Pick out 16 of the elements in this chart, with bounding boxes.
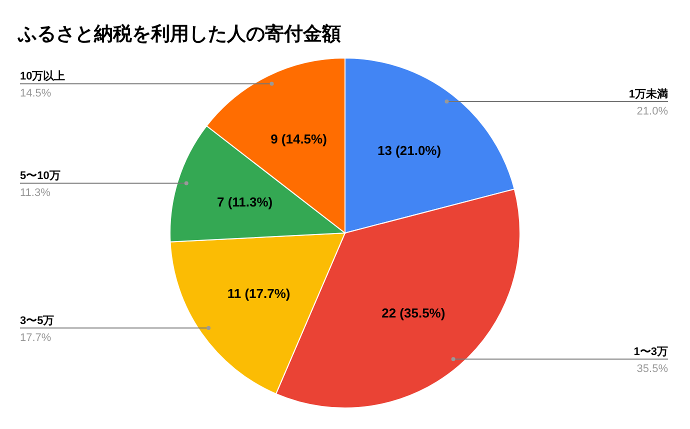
data-label: 22 (35.5%) bbox=[382, 306, 446, 321]
slice-label: 1万未満 bbox=[628, 88, 668, 101]
text: 14.5% bbox=[20, 88, 52, 100]
slice-label: 1〜3万 bbox=[634, 346, 668, 358]
slice-label: 3〜5万 bbox=[20, 314, 54, 327]
slice-label: 5〜10万 bbox=[20, 170, 60, 182]
data-label: 11 (17.7%) bbox=[227, 286, 290, 301]
data-label: 13 (21.0%) bbox=[377, 142, 442, 158]
text: 21.0% bbox=[636, 106, 668, 118]
text: 35.5% bbox=[636, 363, 668, 376]
title: ふるさと納税を利用した人の寄付金額 bbox=[18, 24, 341, 45]
data-label: 7 (11.3%) bbox=[216, 194, 273, 210]
slice-label: 10万以上 bbox=[20, 70, 66, 83]
data-label: 9 (14.5%) bbox=[270, 132, 327, 147]
text: 11.3% bbox=[20, 187, 51, 200]
text: 17.7% bbox=[20, 332, 52, 344]
